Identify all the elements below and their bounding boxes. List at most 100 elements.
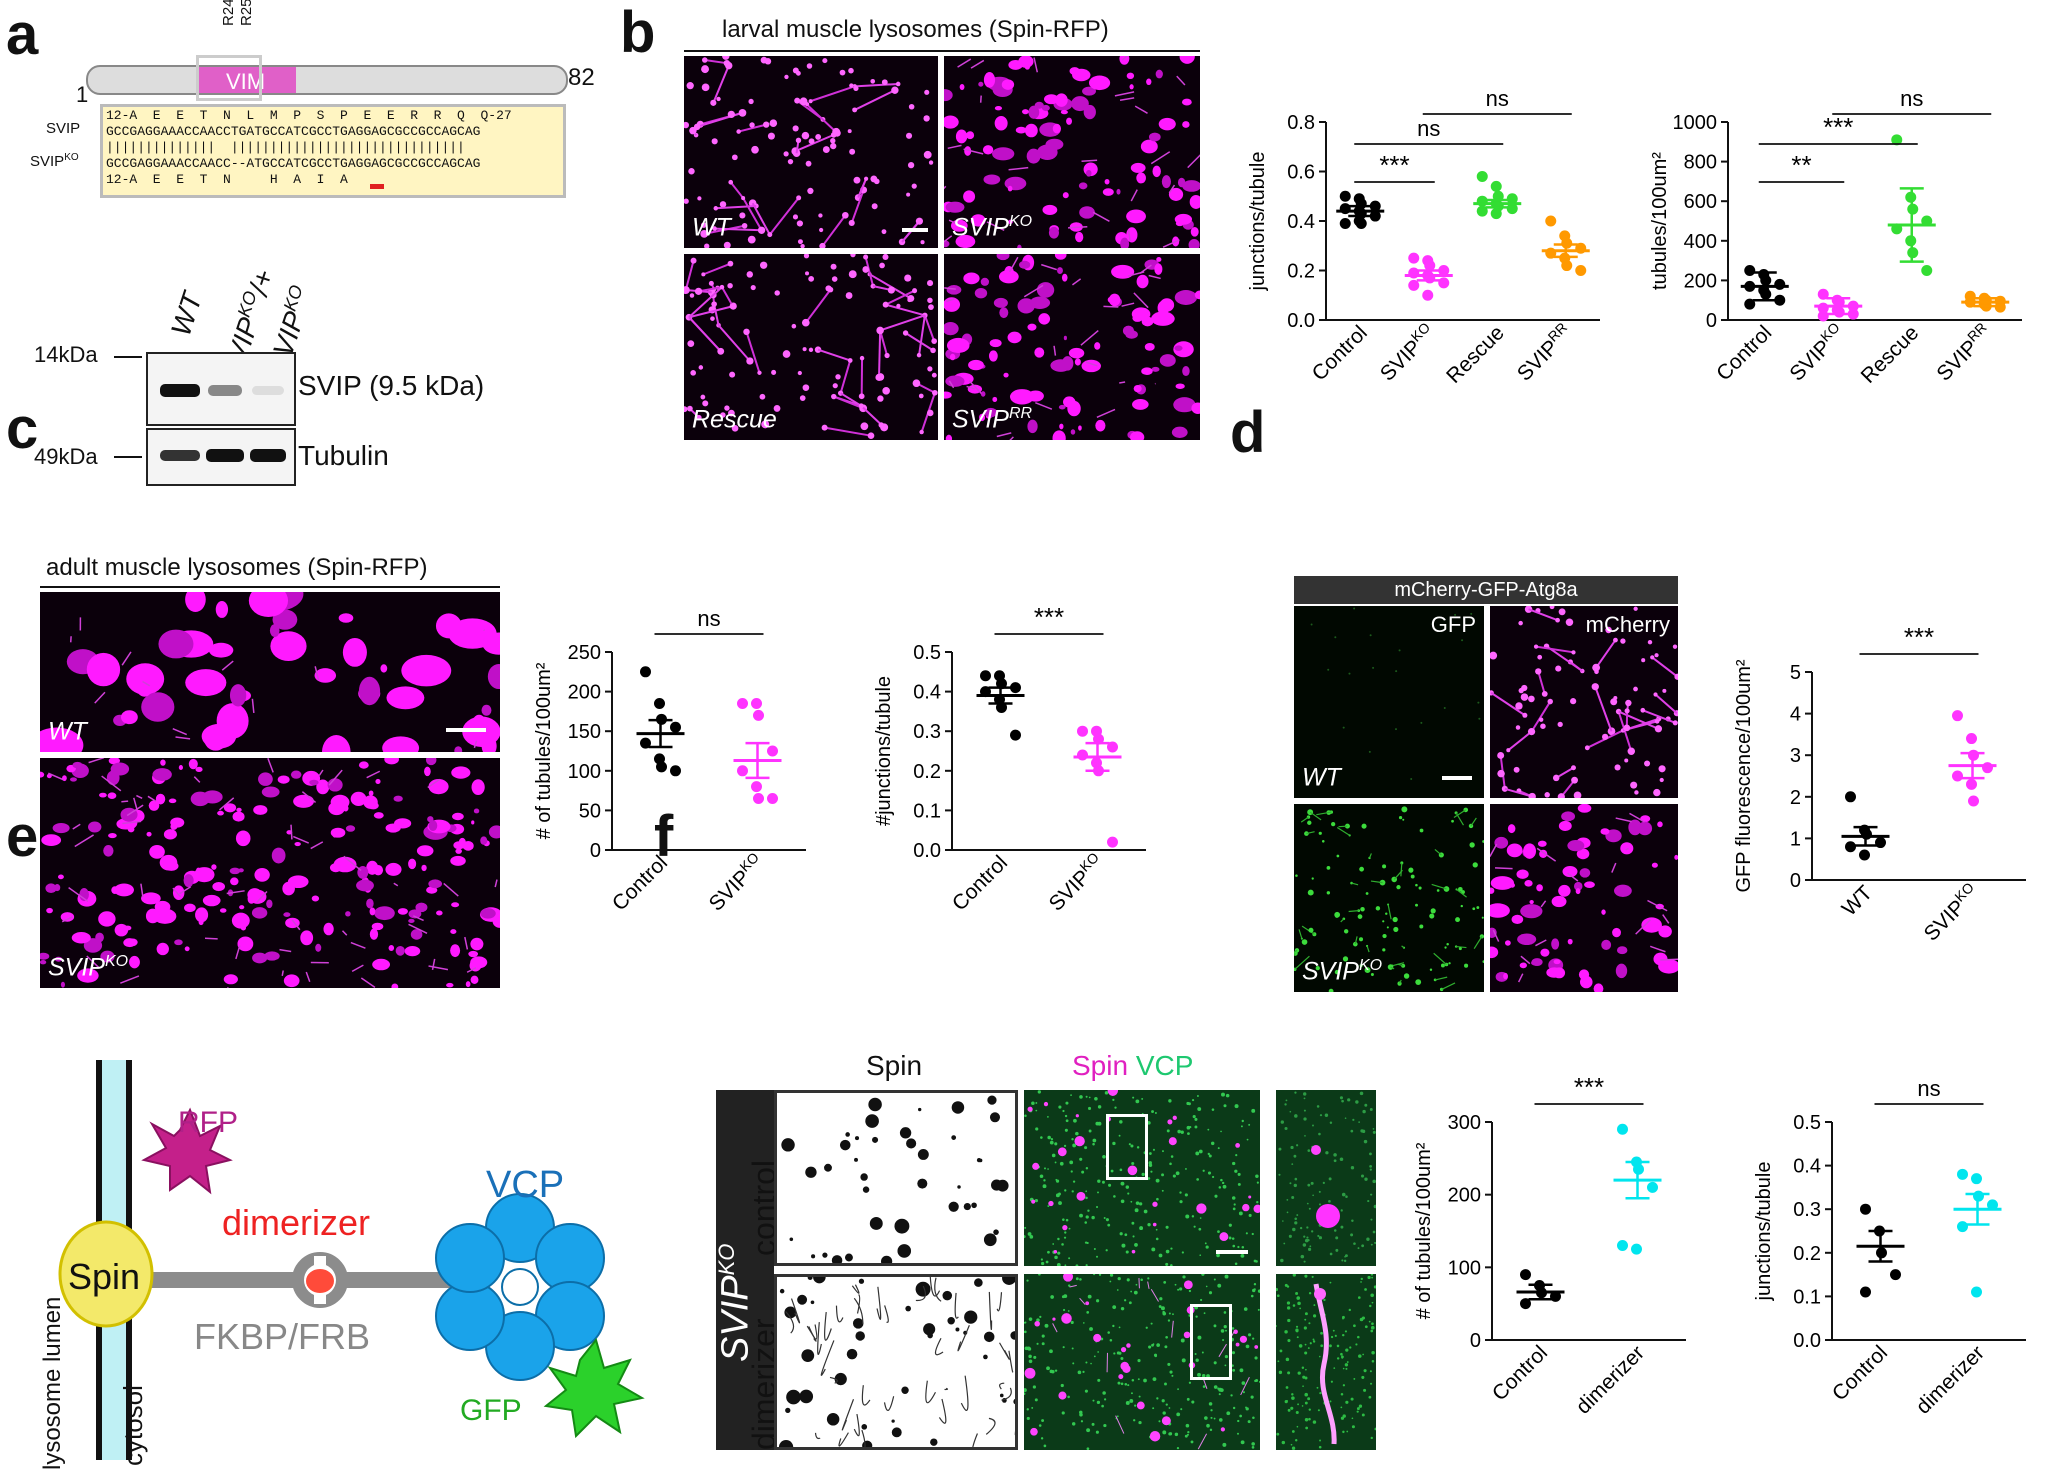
panel-label-a: a [6,2,39,67]
micro-b-rr-label: SVIPRR [952,404,1033,433]
data-point [1550,1290,1561,1302]
y-tick-label: 0.6 [1287,162,1315,184]
y-tick-label: 100 [568,761,601,783]
sequence-row-dna-ko: GCCGAGGAAACCAACC--ATGCCATCGCCTGAGGAGCGCC… [106,156,481,171]
y-tick-label: 400 [1684,231,1717,253]
data-point [1490,180,1502,192]
y-tick-label: 0.3 [1793,1199,1821,1221]
significance-label: ns [1417,116,1440,141]
data-point [1891,134,1903,146]
micro-d-wt-label: WT [1302,763,1341,791]
label-dimerizer: dimerizer [222,1202,371,1243]
significance-label: ns [697,606,720,631]
residue-label-r25: R25 [238,0,255,26]
data-point [753,793,764,805]
y-tick-label: 0.0 [1793,1330,1821,1352]
data-point [1520,1298,1531,1310]
data-point [1520,1269,1531,1281]
data-point [1890,1269,1901,1281]
data-point [1966,778,1977,790]
micro-d-wt-mcherry: mCherry [1490,606,1678,798]
data-point [640,666,651,678]
data-point [670,765,681,777]
texture [944,56,1200,248]
spin-protein [58,1220,154,1328]
x-tick-label: SVIPKO [1783,319,1850,386]
significance-label: ns [1486,86,1509,111]
col-header-merge: Spin VCP [1072,1050,1194,1081]
data-point [1369,210,1381,222]
data-point [1107,836,1118,848]
texture [40,592,500,752]
data-point [1077,749,1088,761]
x-tick-label: SVIPRR [1930,319,1997,386]
texture [1276,1274,1376,1450]
micro-c-wt: WT [40,592,500,752]
data-point [656,761,667,773]
data-point [670,721,681,733]
data-point [1952,710,1963,722]
y-tick-label: 0.2 [1793,1243,1821,1265]
y-tick-label: 150 [568,721,601,743]
blot-lane-wt: WT [165,288,208,340]
col-header-spin: Spin [866,1050,923,1081]
y-tick-label: 250 [568,642,601,664]
texture [40,758,500,988]
channel-label-mcherry: mCherry [1585,612,1670,637]
label-lysosome-lumen: lysosome lumen [39,1296,66,1470]
data-point [1982,762,1993,774]
y-tick-label: 1 [1790,828,1801,850]
micro-f-dimerizer-merge [1024,1274,1260,1450]
data-point [1631,1243,1642,1255]
micro-f-dimerizer-spin [774,1274,1018,1450]
y-axis-label: #junctions/tubule [873,676,895,826]
panel-label-c: c [6,396,39,461]
rfp-star [141,1107,233,1195]
y-tick-label: 800 [1684,152,1717,174]
sequence-alignment-box [100,104,566,198]
panel-label-d: d [1230,400,1266,465]
data-point [1987,1199,1998,1211]
micro-f-control-merge [1024,1090,1260,1266]
texture [1294,806,1484,992]
blot-marker-14kda: 14kDa [34,342,98,367]
micro-f-control-spin [774,1090,1018,1266]
x-tick-label: SVIPRR [1511,319,1578,386]
micro-b-wt-label: WT [692,213,731,241]
data-point [1971,1286,1982,1298]
blot-svip-membrane [146,352,296,426]
significance-label: *** [1379,150,1409,180]
data-point [1971,1173,1982,1185]
micro-b-wt: WT [684,56,938,248]
y-tick-label: 0 [1790,870,1801,892]
y-tick-label: 0.0 [1287,310,1315,332]
vim-domain-label: VIM [226,69,266,94]
data-point [1422,289,1434,301]
y-tick-label: 0.5 [913,642,941,664]
data-point [654,697,665,709]
significance-label: *** [1574,1072,1604,1102]
data-point [1968,795,1979,807]
y-tick-label: 0.5 [1793,1112,1821,1134]
data-point [1817,288,1829,300]
sequence-row-match: |||||||||||||| |||||||||||||||||||||||||… [106,140,465,155]
data-point [1339,217,1351,229]
x-tick-label: Control [1712,321,1776,385]
data-point [1859,849,1870,861]
label-vcp: VCP [486,1164,565,1206]
data-point [1875,837,1886,849]
texture [684,56,934,248]
y-axis-label: # of tubules/100um² [533,662,555,839]
blot-band-label-tubulin: Tubulin [298,440,389,471]
y-tick-label: 5 [1790,662,1801,684]
protein-domain-diagram: VIM [86,55,568,101]
data-point [753,709,764,721]
data-point [751,697,762,709]
data-point [1010,729,1021,741]
y-tick-label: 200 [1448,1185,1481,1207]
micro-c-ko-label: SVIPKO [48,952,129,981]
y-axis-label: GFP fluorescence/100um² [1733,659,1755,892]
x-tick-label: Control [608,851,672,915]
